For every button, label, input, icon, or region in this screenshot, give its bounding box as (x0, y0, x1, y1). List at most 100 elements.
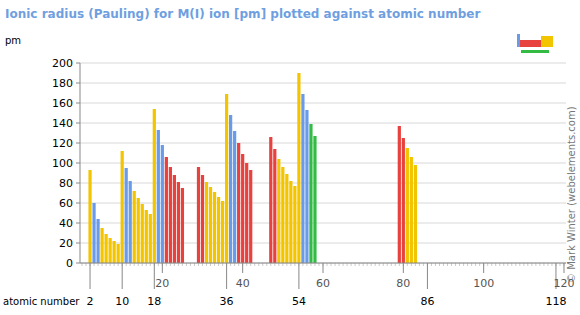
bar (209, 187, 212, 263)
x-tick-label: 18 (147, 295, 161, 308)
bar (177, 182, 180, 263)
bar (105, 234, 108, 263)
y-tick (76, 183, 80, 184)
x-tick-label: 118 (545, 295, 566, 308)
bar (201, 175, 204, 263)
icon-part (541, 36, 553, 47)
x-tick-label: 20 (155, 277, 169, 290)
icon-part (521, 50, 549, 53)
bar (221, 201, 224, 263)
copyright: © Mark Winter (webelements.com) (566, 106, 577, 283)
y-tick-label: 120 (52, 137, 73, 150)
bar (249, 170, 252, 263)
bar (96, 219, 99, 263)
y-tick-label: 20 (59, 237, 73, 250)
x-tick-label: 60 (316, 277, 330, 290)
grid (80, 63, 566, 263)
bar (217, 197, 220, 263)
bar (165, 157, 168, 263)
bar (197, 167, 200, 263)
y-tick-label: 160 (52, 97, 73, 110)
y-tick-label: 200 (52, 57, 73, 70)
bar (88, 170, 91, 263)
bar (273, 149, 276, 263)
bar (313, 136, 316, 263)
bar (269, 137, 272, 263)
icon-part (517, 34, 520, 47)
bar (169, 167, 172, 263)
x-tick-label: 80 (396, 277, 410, 290)
x-tick-label: 2 (87, 295, 94, 308)
y-tick (76, 203, 80, 204)
x-tick (298, 263, 299, 289)
bar (406, 148, 409, 263)
bar (289, 181, 292, 263)
y-tick-label: 140 (52, 117, 73, 130)
bar (92, 203, 95, 263)
chart: Ionic radius (Pauling) for M(I) ion [pm]… (0, 0, 580, 315)
bar (293, 186, 296, 263)
bar (213, 192, 216, 263)
bar (414, 165, 417, 263)
y-tick (76, 243, 80, 244)
y-tick-label: 80 (59, 177, 73, 190)
x-tick (90, 263, 91, 289)
x-tick (427, 263, 428, 289)
x-tick-label: 54 (292, 295, 306, 308)
x-tick (483, 263, 484, 273)
y-tick (76, 123, 80, 124)
x-tick-label: 120 (553, 277, 574, 290)
x-tick-label: 10 (115, 295, 129, 308)
bar (149, 214, 152, 263)
y-tick-label: 40 (59, 217, 73, 230)
bar (301, 94, 304, 263)
bar (398, 126, 401, 263)
grid-line (80, 103, 566, 104)
bar (153, 109, 156, 263)
y-tick (76, 163, 80, 164)
bar (173, 175, 176, 263)
x-axis-label: atomic number (3, 296, 80, 307)
bar (225, 94, 228, 263)
bar (229, 115, 232, 263)
icon-part (520, 40, 541, 47)
bar (237, 143, 240, 263)
bar (141, 204, 144, 263)
x-tick-label: 86 (420, 295, 434, 308)
y-axis-label: pm (5, 35, 21, 46)
bar (281, 167, 284, 263)
grid-line (80, 263, 566, 264)
bar (117, 244, 120, 263)
bar (181, 188, 184, 263)
x-tick (563, 263, 564, 273)
y-tick-label: 100 (52, 157, 73, 170)
bar (100, 228, 103, 263)
title: Ionic radius (Pauling) for M(I) ion [pm]… (5, 7, 480, 21)
x-tick (242, 263, 243, 273)
y-tick (76, 63, 80, 64)
bar (205, 182, 208, 263)
bar (157, 130, 160, 263)
bar (305, 110, 308, 263)
x-tick-label: 100 (473, 277, 494, 290)
bar (133, 191, 136, 263)
y-axis (80, 63, 81, 263)
legend-icon (517, 34, 553, 53)
bar (129, 181, 132, 263)
grid-line (80, 83, 566, 84)
grid-line (80, 63, 566, 64)
bar (125, 168, 128, 263)
bars (88, 73, 417, 263)
bar (285, 174, 288, 263)
bar (245, 163, 248, 263)
bar (109, 238, 112, 263)
x-tick (403, 263, 404, 273)
x-tick (323, 263, 324, 273)
bar (402, 138, 405, 263)
y-tick-label: 60 (59, 197, 73, 210)
y-tick (76, 103, 80, 104)
x-tick-label: 40 (236, 277, 250, 290)
bar (410, 157, 413, 263)
bar (121, 151, 124, 263)
bar (241, 154, 244, 263)
